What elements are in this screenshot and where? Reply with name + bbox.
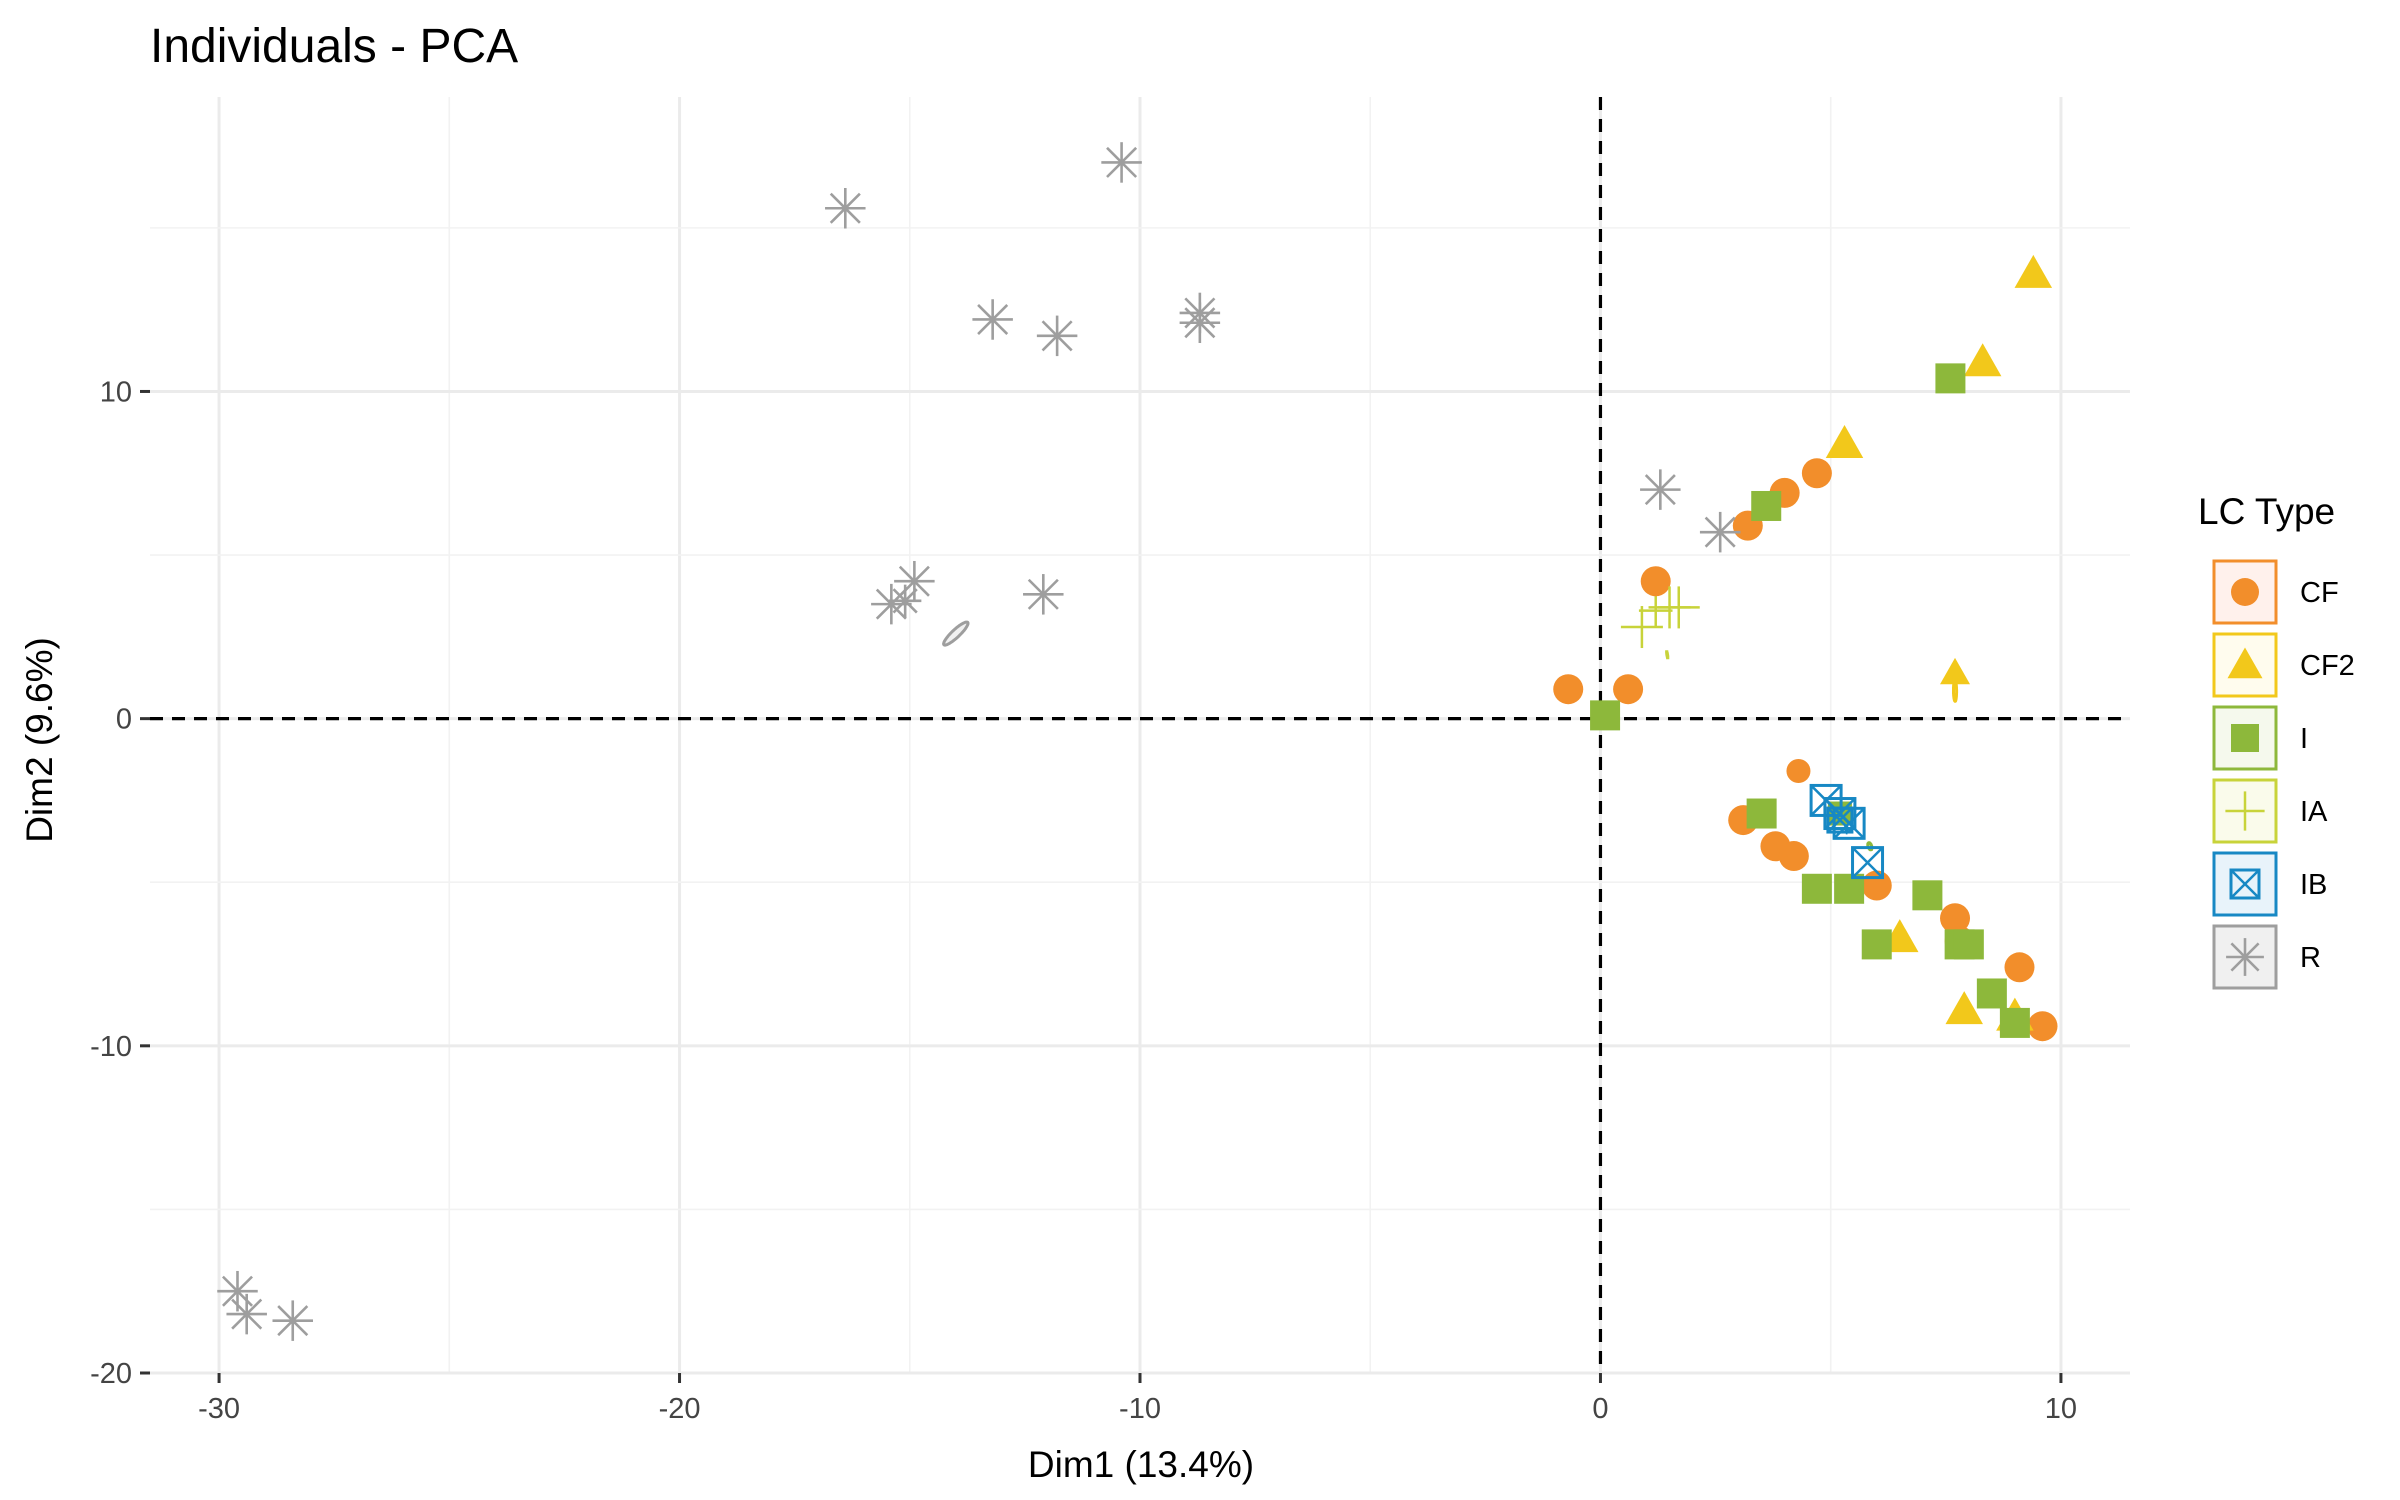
ellipse-r (942, 620, 970, 647)
legend-title: LC Type (2198, 491, 2335, 532)
legend-key-cf (2212, 559, 2278, 625)
point-i (1976, 978, 2007, 1009)
legend-marker-ia (2225, 791, 2265, 831)
x-tick-label: -20 (659, 1393, 701, 1425)
point-i (1746, 798, 1777, 829)
legend-label-ia: IA (2300, 796, 2328, 828)
point-cf2 (1963, 343, 2002, 377)
point-i (1751, 490, 1782, 521)
point-r (1036, 315, 1078, 357)
point-r (1699, 511, 1741, 553)
ellipse-ia (1665, 650, 1670, 660)
point-r (272, 1300, 313, 1341)
mean-cf (1786, 758, 1811, 783)
point-cf (1940, 903, 1971, 934)
point-ia (1657, 586, 1700, 629)
point-ib (1851, 846, 1885, 880)
point-cf2 (2014, 254, 2053, 288)
point-cf (1640, 566, 1671, 597)
point-cf (2027, 1011, 2058, 1042)
y-tick-label: -10 (90, 1031, 132, 1063)
x-tick-label: -30 (198, 1393, 240, 1425)
legend-marker-r (2226, 938, 2264, 976)
point-cf (1613, 674, 1644, 705)
point-r (894, 560, 935, 602)
point-cf (1553, 674, 1584, 705)
legend-label-cf: CF (2300, 577, 2339, 609)
mean-cf2 (1940, 657, 1971, 685)
y-tick-label: 10 (100, 376, 132, 408)
point-r (1023, 574, 1064, 615)
legend-marker-cf (2231, 578, 2259, 606)
reference-lines (150, 97, 2130, 1373)
axes: -30 -20 -10 0 10 -20 -10 0 10 (90, 376, 2077, 1425)
legend-label-i: I (2300, 723, 2308, 755)
point-cf (2004, 952, 2035, 983)
x-tick-label: 0 (1592, 1393, 1608, 1425)
x-axis-label: Dim1 (13.4%) (1028, 1444, 1254, 1485)
y-tick-label: 0 (116, 704, 132, 736)
y-axis-label: Dim2 (9.6%) (19, 637, 60, 843)
legend-label-ib: IB (2300, 869, 2327, 901)
point-cf (1778, 841, 1809, 872)
point-cf (1801, 458, 1832, 489)
mean-ia (1638, 593, 1673, 628)
point-cf (1861, 870, 1892, 901)
point-cf2 (1825, 425, 1864, 459)
legend-label-r: R (2300, 942, 2321, 974)
point-i (1590, 700, 1621, 731)
legend-marker-ib (2229, 868, 2261, 900)
point-r (1640, 469, 1681, 510)
point-r (1179, 302, 1221, 344)
point-i (1801, 873, 1832, 904)
point-r (972, 299, 1013, 340)
point-ib (1832, 806, 1866, 840)
point-r (825, 187, 866, 229)
chart-title: Individuals - PCA (150, 20, 518, 73)
point-r (226, 1293, 267, 1335)
point-i (1935, 363, 1966, 394)
ellipse-cf2 (1952, 678, 1959, 703)
point-i (1999, 1007, 2030, 1038)
point-i (1861, 929, 1892, 960)
data-points (217, 142, 2058, 1341)
legend-marker-cf2 (2227, 647, 2263, 679)
point-i (1953, 929, 1984, 960)
x-tick-label: -10 (1119, 1393, 1161, 1425)
point-ia (1620, 606, 1663, 649)
point-cf2 (1945, 991, 1983, 1025)
legend-items: CF CF2 I IA IB R (2212, 559, 2355, 990)
legend-label-cf2: CF2 (2300, 650, 2355, 682)
x-tick-label: 10 (2045, 1393, 2077, 1425)
point-r (1101, 142, 1142, 183)
y-tick-label: -20 (90, 1358, 132, 1390)
point-i (1912, 880, 1943, 911)
legend: LC Type CF CF2 I IA IB R (2198, 491, 2355, 990)
legend-marker-i (2231, 724, 2259, 752)
